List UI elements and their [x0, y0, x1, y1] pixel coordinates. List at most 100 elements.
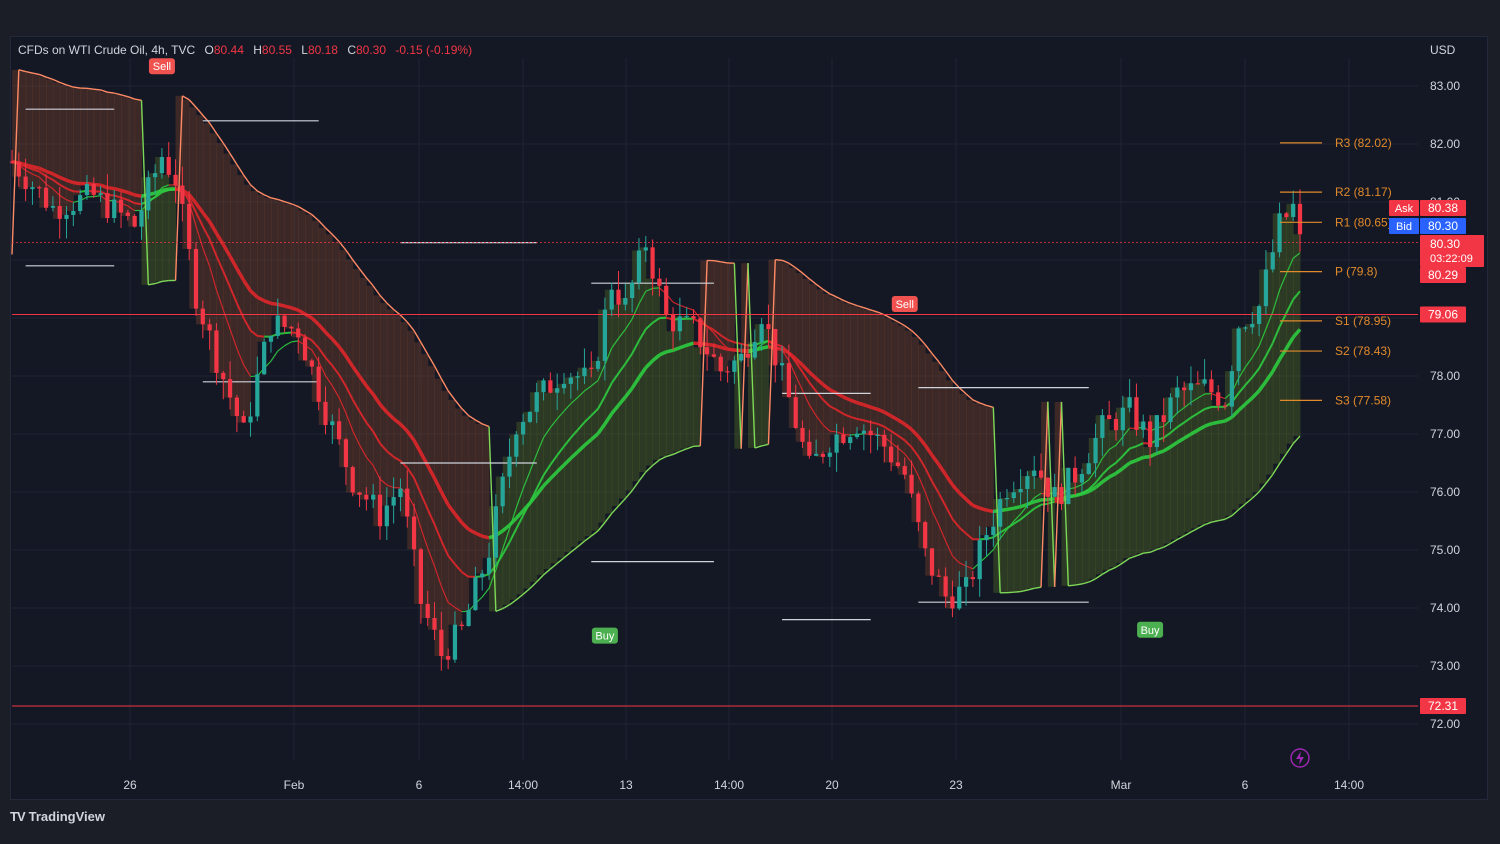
currency-label[interactable]: USD: [1430, 43, 1456, 57]
moving-average-segment: [331, 385, 340, 398]
moving-average-segment: [256, 295, 265, 303]
moving-average-segment: [460, 521, 470, 531]
signal-zone: [175, 95, 183, 204]
trailing-stop-segment: [584, 535, 592, 542]
trailing-stop-segment: [32, 72, 40, 76]
moving-average-segment: [515, 509, 525, 520]
trailing-stop-segment: [1027, 587, 1035, 591]
signal-zone: [775, 260, 783, 364]
moving-average-segment: [242, 279, 252, 292]
sell-signal-badge[interactable]: [891, 296, 918, 312]
moving-average-segment: [1013, 513, 1022, 522]
candle-body: [977, 540, 982, 580]
moving-average-segment: [822, 424, 831, 432]
signal-zone: [400, 322, 408, 517]
trailing-stop-segment: [720, 261, 728, 264]
price-axis-label: 83.00: [1430, 79, 1460, 93]
pivot-label: S1 (78.95): [1335, 314, 1391, 328]
candle-body: [520, 421, 526, 435]
moving-average-segment: [795, 375, 804, 391]
trailing-stop-segment: [86, 87, 94, 90]
high-value: 80.55: [261, 43, 292, 57]
moving-average-segment: [1292, 290, 1301, 301]
candle-body: [425, 603, 430, 619]
alert-icon[interactable]: [1290, 748, 1310, 768]
moving-average-segment: [937, 492, 947, 507]
sell-signal-badge[interactable]: [148, 58, 175, 75]
candle-body: [1209, 379, 1214, 393]
trailing-stop-segment: [1285, 443, 1294, 455]
moving-average-segment: [951, 483, 961, 494]
signal-zone: [1122, 397, 1131, 559]
candle-body: [916, 493, 921, 523]
chart-area[interactable]: [10, 36, 1488, 800]
moving-average-segment: [903, 422, 913, 431]
candle-body: [16, 161, 21, 177]
moving-average-segment: [1264, 370, 1275, 383]
signal-zone: [1245, 323, 1253, 499]
moving-average-segment: [815, 390, 824, 401]
moving-average-segment: [25, 165, 33, 171]
candle-body: [411, 516, 417, 550]
signal-zone: [598, 309, 606, 523]
candle-body: [316, 366, 321, 402]
buy-signal-badge[interactable]: [1137, 621, 1164, 638]
moving-average-segment: [623, 387, 634, 399]
time-axis-label: 6: [1242, 778, 1249, 792]
moving-average-segment: [202, 247, 211, 267]
candle-body: [909, 474, 914, 494]
trailing-stop-segment: [1163, 542, 1171, 548]
trailing-stop-segment: [597, 522, 606, 532]
moving-average-segment: [658, 350, 667, 357]
moving-average-segment: [645, 322, 654, 330]
candle-body: [330, 421, 335, 426]
moving-average-segment: [665, 348, 674, 354]
buy-signal-badge[interactable]: [591, 627, 618, 644]
signal-zone: [66, 87, 74, 212]
moving-average-segment: [208, 238, 218, 257]
candle-body: [336, 421, 342, 440]
moving-average-segment: [1013, 518, 1022, 525]
trailing-stop-segment: [1265, 474, 1274, 484]
moving-average-segment: [897, 447, 906, 455]
moving-average-segment: [528, 493, 539, 505]
candle-body: [364, 494, 369, 500]
moving-average-segment: [311, 349, 320, 362]
moving-average-segment: [727, 338, 735, 344]
candle-body: [541, 380, 546, 393]
trailing-stop-segment: [324, 227, 333, 235]
tradingview-brand[interactable]: TV TradingView: [10, 809, 105, 824]
trailing-stop-segment: [1129, 555, 1137, 559]
moving-average-segment: [508, 516, 518, 527]
moving-average-segment: [1020, 505, 1028, 515]
moving-average-segment: [1108, 462, 1117, 469]
trailing-stop-segment: [802, 272, 810, 280]
candle-body: [241, 416, 246, 423]
candle-body: [289, 326, 294, 329]
trailing-stop-segment: [843, 299, 851, 304]
candle-body: [1236, 328, 1241, 372]
moving-average-segment: [1081, 489, 1090, 496]
pivot-label: S3 (77.58): [1335, 393, 1391, 407]
candle-body: [882, 434, 887, 447]
moving-average-segment: [427, 547, 436, 567]
candle-body: [609, 289, 614, 310]
time-axis: 26 Feb 6 14:00 13 14:00 20 23 Mar 6 14:00: [123, 778, 1364, 792]
trailing-stop-segment: [134, 98, 142, 101]
moving-average-segment: [214, 232, 225, 246]
candle-body: [1263, 269, 1269, 307]
signal-zone: [311, 220, 320, 402]
signal-zone: [1006, 492, 1015, 593]
moving-average-segment: [924, 491, 933, 511]
trailing-stop-segment: [447, 390, 456, 401]
moving-average-segment: [596, 422, 607, 435]
signal-zone: [161, 174, 170, 281]
moving-average-segment: [590, 408, 599, 417]
moving-average-segment: [1088, 482, 1097, 491]
moving-average-segment: [242, 317, 252, 331]
moving-average-segment: [945, 540, 953, 557]
bid-value: 80.30: [1428, 219, 1458, 233]
moving-average-segment: [1101, 449, 1110, 459]
candle-body: [30, 187, 35, 190]
